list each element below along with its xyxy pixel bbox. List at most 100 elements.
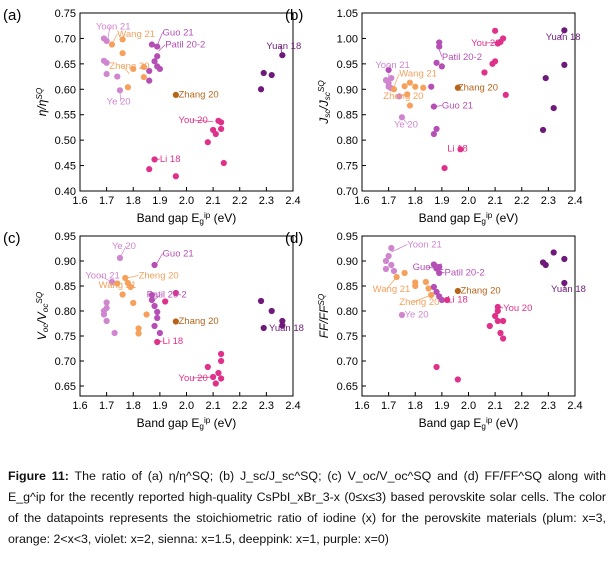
annotation-label: Ye 20 (394, 119, 418, 130)
y-tick-label: 0.75 (55, 331, 76, 343)
data-point-plum (382, 257, 390, 265)
data-point-orange (406, 79, 414, 86)
annotation-label: Wang 21 (99, 280, 137, 291)
data-point-deeppink (433, 363, 440, 371)
data-point-deeppink (494, 317, 501, 325)
data-point-violet (148, 291, 155, 299)
annotation-leader (485, 42, 496, 44)
x-axis-label: Band gap Egip (eV) (137, 416, 237, 431)
annotation-leader (413, 294, 432, 303)
x-tick-label: 2.2 (514, 400, 529, 412)
x-tick-label: 1.9 (434, 195, 449, 207)
y-tick-label: 0.65 (55, 381, 76, 393)
data-point-purple (268, 71, 275, 79)
data-point-sienna (172, 318, 179, 325)
data-point-plum (103, 317, 110, 325)
data-point-violet (430, 103, 437, 110)
caption-figure-label: Figure 11: (8, 469, 69, 483)
data-point-violet (436, 39, 443, 46)
data-point-deeppink (218, 357, 225, 365)
data-point-deeppink (218, 375, 225, 382)
data-point-violet (433, 125, 440, 133)
annotation-label: Zheng 20 (383, 91, 423, 102)
data-point-orange (119, 291, 126, 298)
y-tick-label: 0.90 (337, 84, 358, 96)
data-point-orange (404, 91, 411, 98)
x-tick-label: 2.0 (179, 400, 194, 412)
data-point-violet (438, 63, 445, 70)
data-point-deeppink (151, 156, 158, 163)
x-tick-label: 1.7 (381, 195, 396, 207)
x-tick-label: 1.8 (408, 400, 423, 412)
data-point-orange (393, 273, 400, 281)
x-tick-label: 1.8 (126, 400, 141, 412)
x-tick-label: 1.6 (72, 400, 87, 412)
annotation-label: You 20 (179, 373, 208, 384)
data-point-orange (124, 279, 132, 287)
data-point-violet (151, 322, 158, 330)
data-point-plum (390, 267, 398, 275)
annotation-label: Zhang 20 (461, 286, 501, 297)
y-tick-label: 0.50 (55, 135, 76, 147)
data-point-deeppink (172, 173, 179, 180)
y-tick-label: 0.85 (55, 281, 76, 293)
data-point-purple (561, 279, 568, 287)
figure-panels: 1.6 1.7 1.8 1.9 2.0 2.1 2.2 2.3 2.4 0.40 0.45 0.50 0… (3, 7, 586, 431)
data-point-sienna (454, 287, 461, 295)
data-point-purple (257, 297, 265, 305)
data-point-plum (103, 59, 110, 66)
data-point-plum (103, 70, 110, 78)
data-point-orange (119, 50, 126, 57)
data-point-orange (390, 86, 398, 93)
data-point-sienna (454, 84, 461, 91)
x-tick-label: 1.6 (354, 195, 369, 207)
data-point-orange (135, 330, 142, 337)
data-point-deeppink (154, 338, 161, 346)
data-point-deeppink (172, 289, 179, 297)
data-point-plum (114, 73, 121, 80)
data-point-deeppink (146, 166, 153, 173)
x-tick-label: 2.0 (179, 195, 194, 207)
data-point-plum (116, 254, 124, 262)
data-point-orange (425, 285, 432, 292)
annotation-label: Li 18 (447, 295, 468, 306)
data-point-violet (148, 41, 155, 48)
data-point-plum (388, 74, 395, 82)
annotation-label: Yoon 21 (375, 60, 410, 71)
x-tick-label: 2.1 (205, 195, 220, 207)
annotation-leader (158, 44, 166, 52)
y-tick-label: 0.70 (337, 186, 358, 198)
data-point-orange (124, 84, 132, 91)
data-point-deeppink (162, 298, 169, 305)
data-point-violet (385, 66, 392, 74)
y-axis-label: Voc/VocSQ (35, 291, 50, 340)
data-point-purple (539, 126, 547, 134)
data-point-violet (428, 83, 435, 90)
panel-4: 1.6 1.7 1.8 1.9 2.0 2.1 2.2 2.3 2.4 0.65 0.70 0.75 0… (285, 230, 586, 431)
data-point-orange (406, 102, 414, 109)
x-tick-label: 2.1 (205, 400, 220, 412)
annotation-label: Zheng 20 (399, 297, 439, 308)
annotation-label: Zheng 20 (109, 61, 149, 72)
data-point-purple (561, 255, 568, 263)
y-tick-label: 0.65 (337, 381, 358, 393)
data-point-violet (154, 43, 161, 50)
data-point-plum (398, 311, 406, 319)
data-point-orange (412, 282, 419, 290)
data-point-orange (119, 36, 126, 43)
x-tick-label: 2.2 (232, 400, 247, 412)
x-tick-label: 2.4 (567, 195, 582, 207)
data-point-deeppink (494, 303, 501, 311)
data-point-purple (561, 27, 568, 34)
y-tick-label: 0.45 (55, 161, 76, 173)
annotation-leader (391, 244, 408, 253)
annotation-label: Patil 20-2 (445, 268, 485, 279)
data-point-violet (433, 59, 440, 66)
data-point-deeppink (481, 69, 488, 76)
data-point-orange (108, 41, 116, 48)
annotation-label: Zhang 20 (458, 82, 498, 93)
data-point-orange (122, 274, 129, 282)
data-point-purple (268, 307, 275, 315)
annotation-label: Patil 20-2 (147, 290, 187, 301)
annotation-label: Yuan 18 (546, 32, 581, 43)
